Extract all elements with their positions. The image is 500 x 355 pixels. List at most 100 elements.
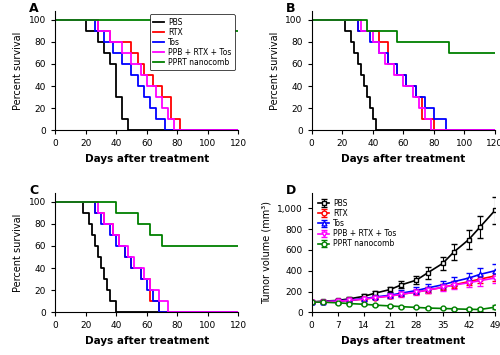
PPB + RTX + Tos bbox=[126, 255, 132, 259]
PBS bbox=[95, 244, 101, 248]
PPB + RTX + Tos bbox=[165, 310, 171, 315]
RTX bbox=[168, 95, 174, 99]
Tos bbox=[150, 288, 156, 293]
Line: PPRT nanocomb: PPRT nanocomb bbox=[55, 20, 238, 31]
PBS bbox=[236, 310, 242, 315]
Line: PBS: PBS bbox=[312, 20, 495, 130]
PPB + RTX + Tos bbox=[370, 28, 376, 33]
RTX bbox=[134, 51, 140, 55]
Tos bbox=[150, 299, 156, 304]
RTX bbox=[140, 73, 146, 77]
Tos bbox=[422, 95, 428, 99]
Tos bbox=[92, 211, 98, 215]
PPRT nanocomb bbox=[134, 222, 140, 226]
RTX bbox=[95, 28, 101, 33]
Line: PPRT nanocomb: PPRT nanocomb bbox=[55, 202, 238, 246]
PPB + RTX + Tos bbox=[391, 73, 397, 77]
RTX bbox=[376, 28, 382, 33]
Tos bbox=[354, 28, 360, 33]
PPB + RTX + Tos bbox=[165, 117, 171, 121]
PBS bbox=[88, 233, 94, 237]
PBS bbox=[119, 95, 125, 99]
X-axis label: Days after treatment: Days after treatment bbox=[84, 154, 209, 164]
Tos bbox=[98, 211, 104, 215]
RTX bbox=[308, 17, 314, 22]
PPB + RTX + Tos bbox=[416, 95, 422, 99]
Legend: PBS, RTX, Tos, PPB + RTX + Tos, PPRT nanocomb: PBS, RTX, Tos, PPB + RTX + Tos, PPRT nan… bbox=[150, 15, 234, 70]
PPRT nanocomb bbox=[113, 211, 119, 215]
PPRT nanocomb bbox=[52, 200, 58, 204]
PPRT nanocomb bbox=[394, 28, 400, 33]
PPRT nanocomb bbox=[308, 17, 314, 22]
X-axis label: Days after treatment: Days after treatment bbox=[341, 336, 466, 346]
Tos bbox=[376, 39, 382, 44]
PPB + RTX + Tos bbox=[116, 233, 122, 237]
RTX bbox=[412, 84, 418, 88]
RTX bbox=[95, 17, 101, 22]
RTX bbox=[128, 39, 134, 44]
PPRT nanocomb bbox=[236, 244, 242, 248]
Tos bbox=[443, 128, 449, 132]
Tos bbox=[122, 255, 128, 259]
PPB + RTX + Tos bbox=[144, 84, 150, 88]
Tos bbox=[101, 28, 107, 33]
Tos bbox=[110, 51, 116, 55]
PPRT nanocomb bbox=[113, 200, 119, 204]
RTX bbox=[138, 277, 143, 281]
Line: PBS: PBS bbox=[55, 202, 238, 312]
RTX bbox=[376, 39, 382, 44]
PPB + RTX + Tos bbox=[140, 266, 146, 270]
PPB + RTX + Tos bbox=[171, 128, 177, 132]
Tos bbox=[92, 200, 98, 204]
Tos bbox=[146, 95, 152, 99]
RTX bbox=[156, 310, 162, 315]
PPB + RTX + Tos bbox=[95, 17, 101, 22]
Tos bbox=[354, 17, 360, 22]
Tos bbox=[144, 288, 150, 293]
Tos bbox=[308, 17, 314, 22]
RTX bbox=[92, 200, 98, 204]
Tos bbox=[146, 106, 152, 110]
PBS bbox=[101, 51, 107, 55]
PBS bbox=[82, 17, 88, 22]
Tos bbox=[101, 39, 107, 44]
RTX bbox=[52, 200, 58, 204]
Tos bbox=[138, 277, 143, 281]
PBS bbox=[95, 28, 101, 33]
Tos bbox=[119, 51, 125, 55]
PPB + RTX + Tos bbox=[370, 39, 376, 44]
RTX bbox=[404, 84, 409, 88]
Text: A: A bbox=[30, 2, 39, 15]
PBS bbox=[95, 39, 101, 44]
PBS bbox=[354, 62, 360, 66]
PPB + RTX + Tos bbox=[391, 62, 397, 66]
RTX bbox=[159, 95, 165, 99]
RTX bbox=[156, 299, 162, 304]
Tos bbox=[98, 222, 104, 226]
PPB + RTX + Tos bbox=[382, 62, 388, 66]
PPB + RTX + Tos bbox=[153, 84, 159, 88]
RTX bbox=[138, 266, 143, 270]
Tos bbox=[140, 95, 146, 99]
PPB + RTX + Tos bbox=[422, 117, 428, 121]
PBS bbox=[88, 222, 94, 226]
PBS bbox=[492, 128, 498, 132]
PPB + RTX + Tos bbox=[110, 222, 116, 226]
Tos bbox=[431, 117, 437, 121]
PPB + RTX + Tos bbox=[428, 128, 434, 132]
PPB + RTX + Tos bbox=[95, 28, 101, 33]
PPB + RTX + Tos bbox=[156, 299, 162, 304]
PBS bbox=[82, 28, 88, 33]
RTX bbox=[159, 84, 165, 88]
PPRT nanocomb bbox=[364, 28, 370, 33]
Tos bbox=[366, 28, 372, 33]
PPB + RTX + Tos bbox=[376, 51, 382, 55]
PPB + RTX + Tos bbox=[358, 17, 364, 22]
Tos bbox=[394, 62, 400, 66]
Tos bbox=[128, 255, 134, 259]
PBS bbox=[364, 84, 370, 88]
Y-axis label: Percent survival: Percent survival bbox=[13, 31, 23, 110]
PPB + RTX + Tos bbox=[416, 106, 422, 110]
RTX bbox=[168, 117, 174, 121]
Tos bbox=[156, 299, 162, 304]
